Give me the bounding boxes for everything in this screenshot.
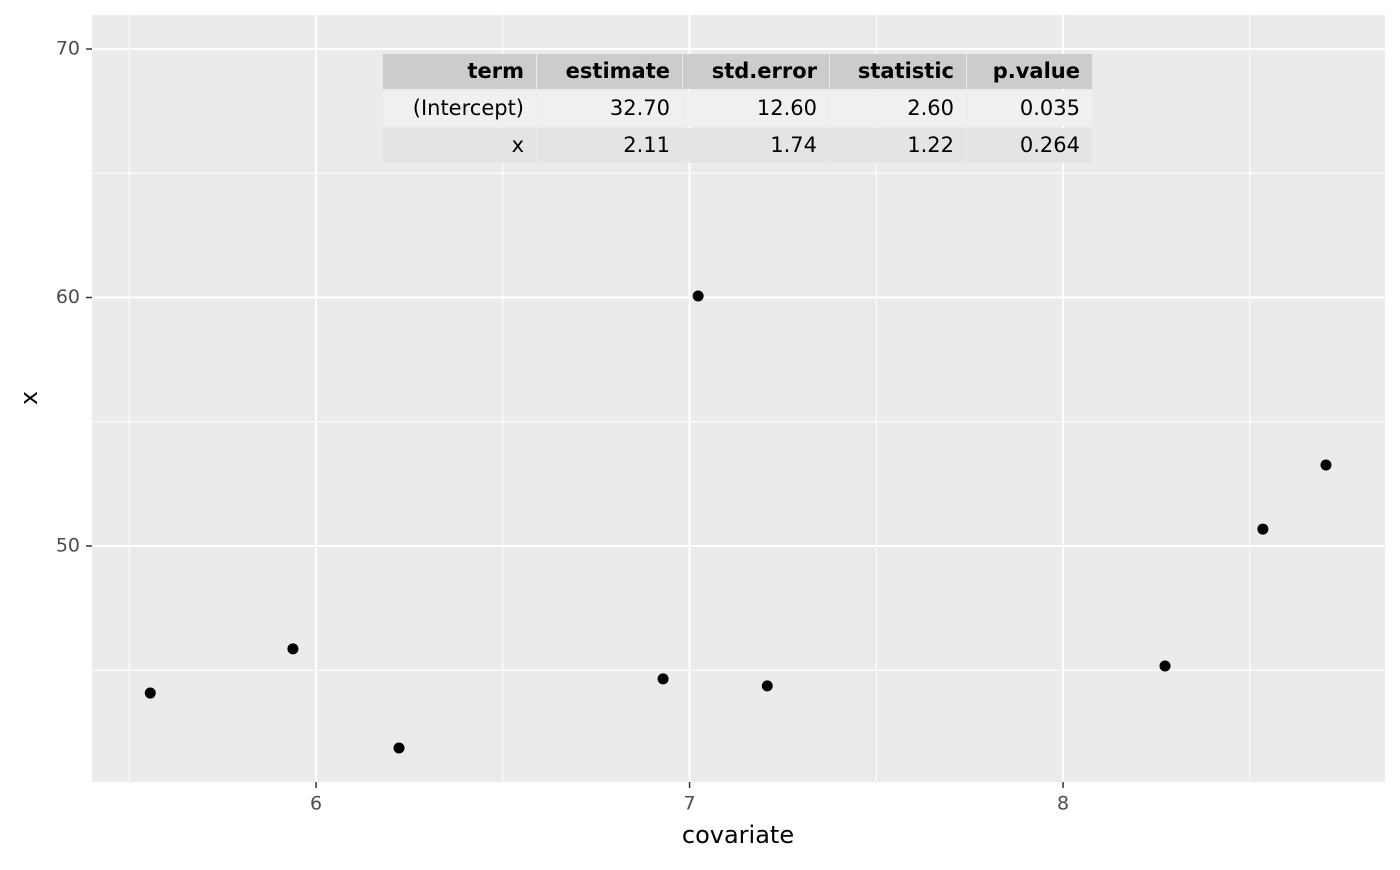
x-tick-label: 6 bbox=[310, 793, 322, 815]
table-cell bbox=[383, 54, 536, 89]
table-cell bbox=[967, 91, 1092, 126]
point bbox=[761, 680, 773, 692]
points bbox=[144, 290, 1332, 754]
table-cell-text: 1.74 bbox=[770, 133, 817, 157]
table-cell-text: 12.60 bbox=[757, 96, 817, 120]
x-tick-label: 7 bbox=[684, 793, 696, 815]
table-cell-text: x bbox=[512, 133, 524, 157]
point bbox=[287, 643, 299, 655]
table-cell-text: 2.11 bbox=[623, 133, 670, 157]
x-axis-label: covariate bbox=[682, 821, 794, 849]
table-cell bbox=[537, 128, 682, 163]
table-header: estimate bbox=[566, 59, 670, 83]
table-cell bbox=[683, 128, 829, 163]
y-tick-label: 70 bbox=[56, 38, 80, 60]
point bbox=[393, 742, 405, 754]
table-cell bbox=[383, 128, 536, 163]
table-cell-text: 32.70 bbox=[610, 96, 670, 120]
y-axis-label: x bbox=[15, 391, 43, 405]
y-tick-label: 50 bbox=[56, 534, 80, 556]
table-cell bbox=[537, 91, 682, 126]
table-cell bbox=[537, 54, 682, 89]
table-cell bbox=[683, 91, 829, 126]
point bbox=[144, 687, 156, 699]
table-cell-text: (Intercept) bbox=[413, 96, 524, 120]
x-tick-label: 8 bbox=[1057, 793, 1069, 815]
point bbox=[692, 290, 704, 302]
table-header: term bbox=[467, 59, 524, 83]
table-cell bbox=[830, 54, 966, 89]
table-cell bbox=[383, 91, 536, 126]
table-cell bbox=[967, 128, 1092, 163]
axes: 6 7 8 50 60 70 bbox=[56, 38, 1069, 815]
point bbox=[1257, 523, 1269, 535]
table-header: std.error bbox=[712, 59, 818, 83]
table-cell bbox=[830, 128, 966, 163]
table-cell bbox=[967, 54, 1092, 89]
table: term estimate std.error statistic p.value (In… bbox=[383, 54, 1092, 163]
point bbox=[657, 673, 669, 685]
table-cell bbox=[683, 54, 829, 89]
table-cell-text: 2.60 bbox=[907, 96, 954, 120]
y-tick-label: 60 bbox=[56, 286, 80, 308]
table-cell-text: 0.264 bbox=[1020, 133, 1080, 157]
table-header: statistic bbox=[858, 59, 954, 83]
table-cell-text: 0.035 bbox=[1020, 96, 1080, 120]
table-cell-text: 1.22 bbox=[907, 133, 954, 157]
table-cell bbox=[830, 91, 966, 126]
table-header: p.value bbox=[993, 59, 1080, 83]
point bbox=[1320, 459, 1332, 471]
point bbox=[1159, 660, 1171, 672]
